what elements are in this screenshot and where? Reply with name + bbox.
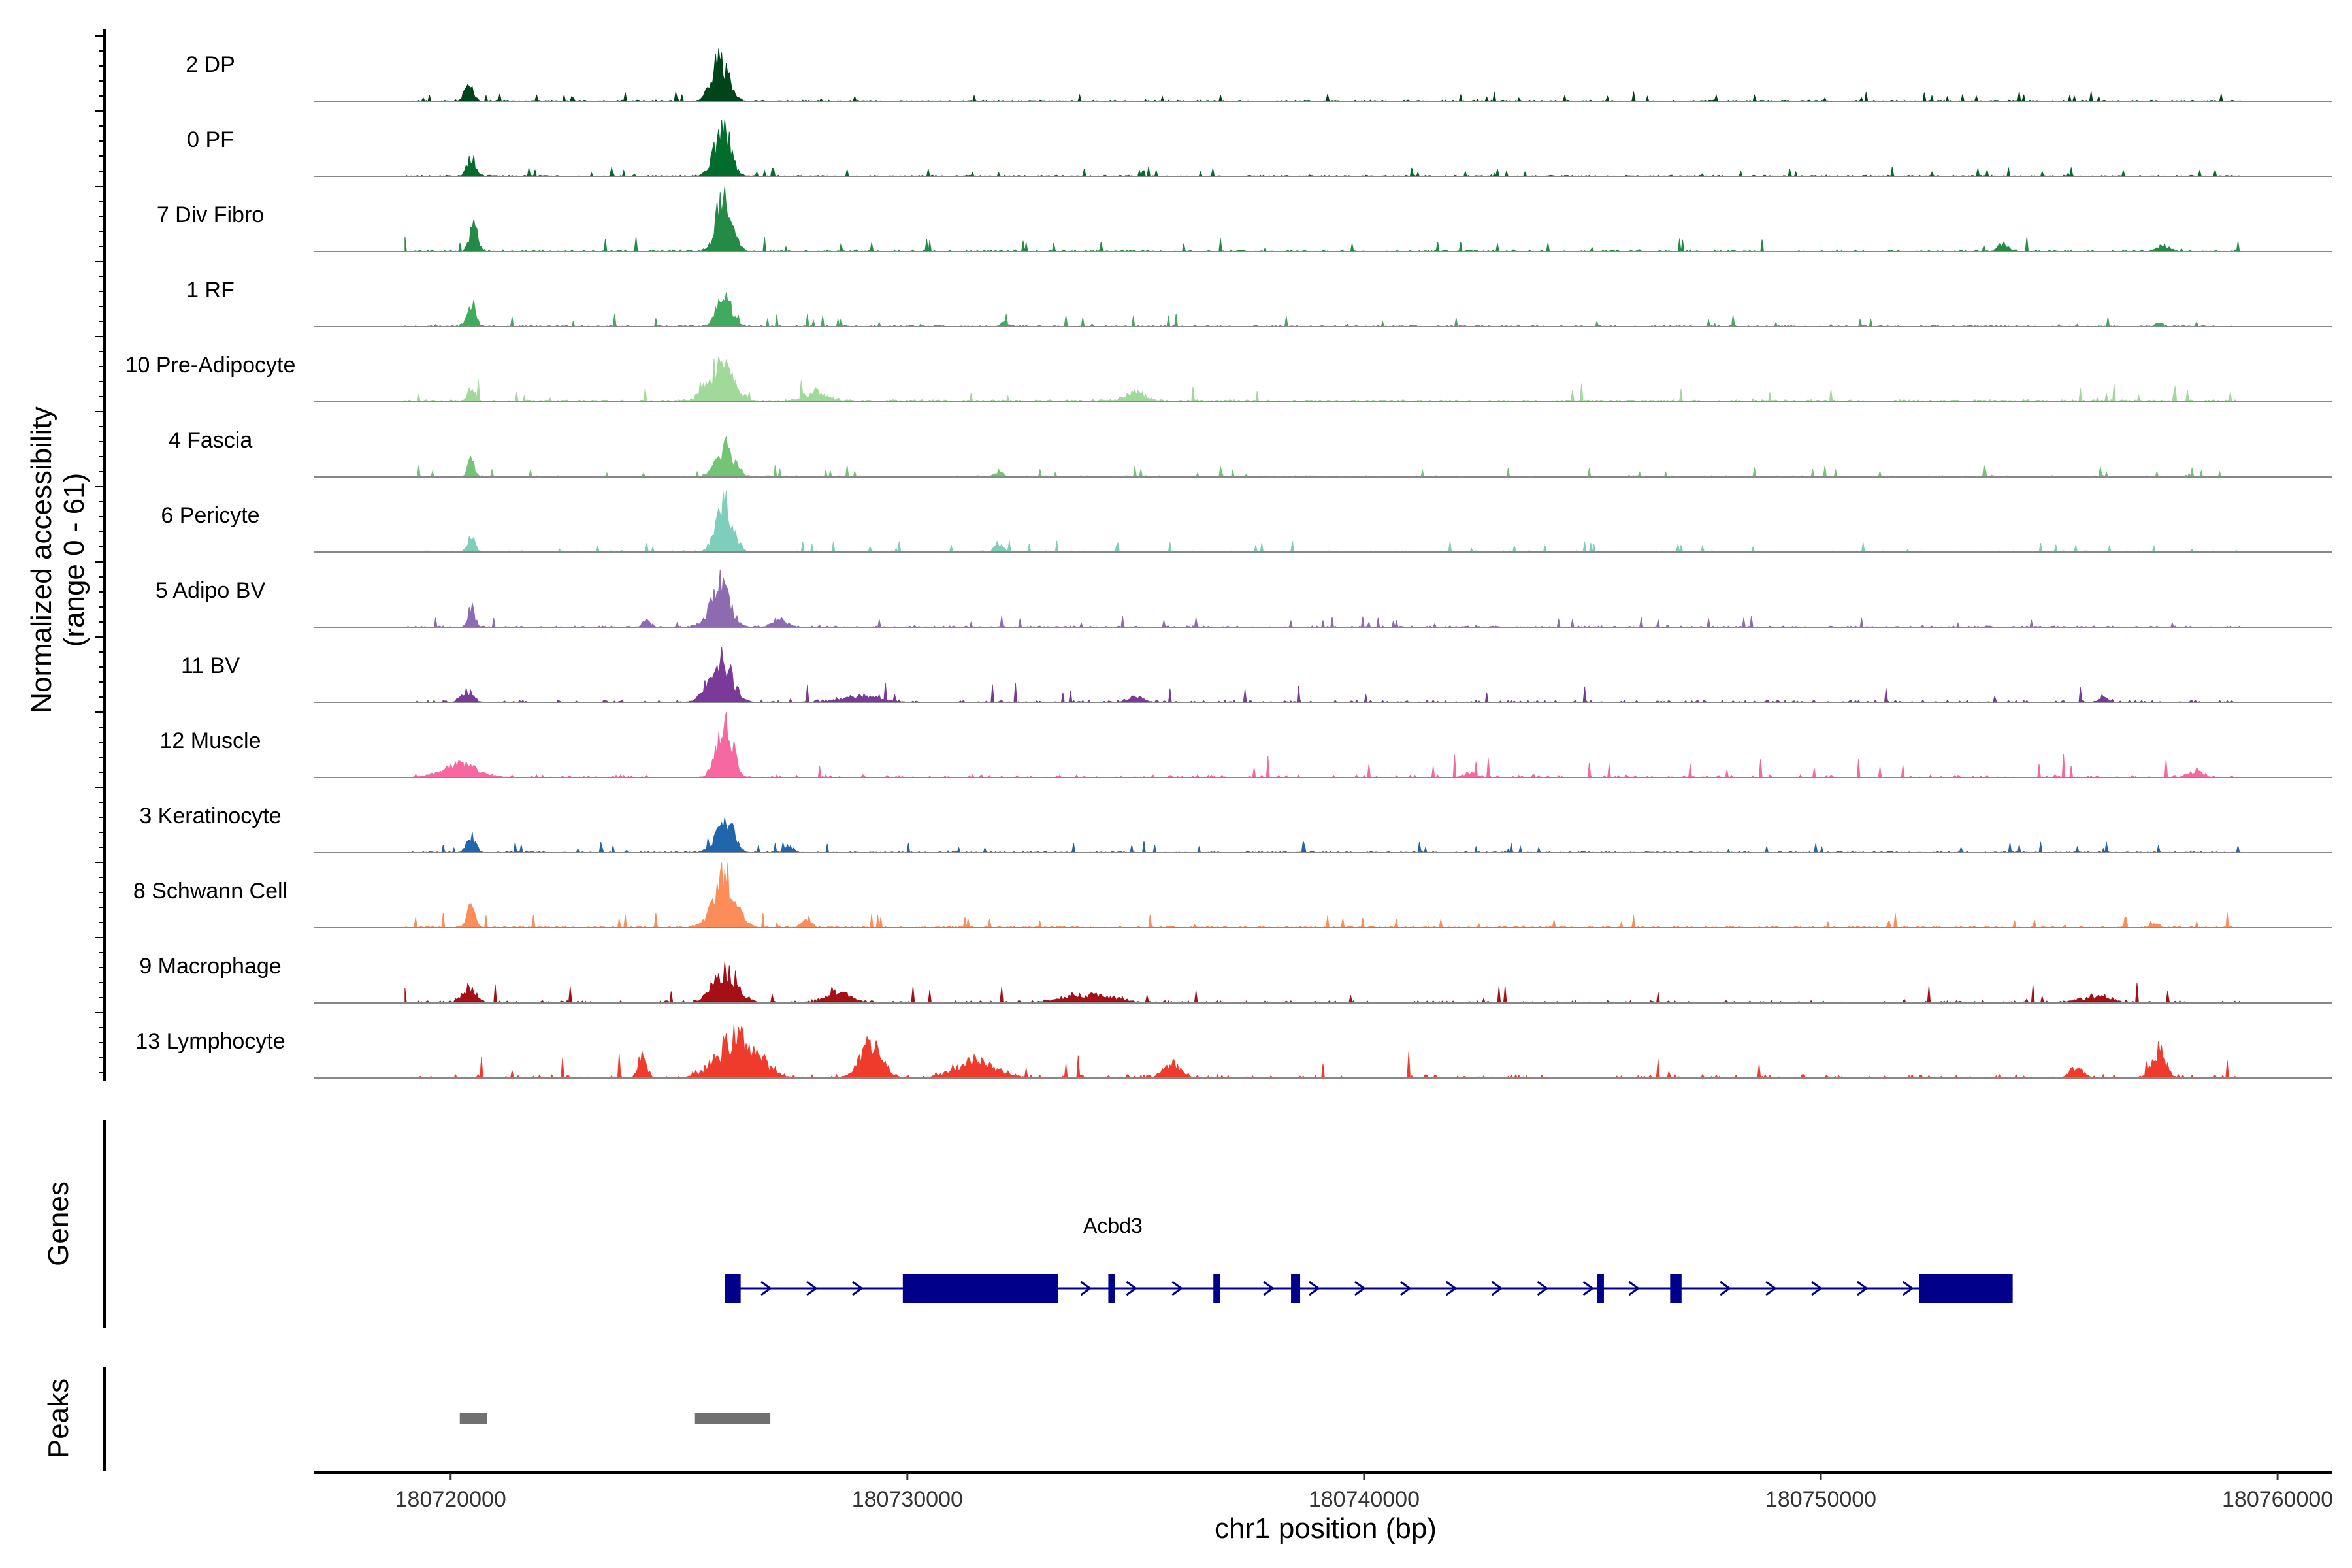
coverage-area (404, 356, 2242, 403)
strand-arrow (1080, 1281, 1092, 1296)
x-tick-label: 180730000 (852, 1487, 963, 1512)
coverage-area (403, 119, 2242, 178)
strand-arrow (1857, 1281, 1869, 1296)
coverage-area (404, 711, 2242, 778)
track-label: 9 Macrophage (139, 954, 281, 979)
coverage-area (404, 1024, 2242, 1079)
coverage-track: 7 Div Fibro (157, 186, 2332, 253)
gene-exon (1670, 1274, 1682, 1303)
coverage-area (404, 186, 2242, 253)
track-label: 11 BV (181, 653, 240, 678)
strand-arrow (1537, 1281, 1549, 1296)
strand-arrow (1902, 1281, 1914, 1296)
coverage-area (404, 817, 2242, 853)
y-axis-title: Normalized accessibility (25, 406, 57, 713)
track-label: 5 Adipo BV (155, 578, 266, 603)
strand-arrow (1765, 1281, 1777, 1296)
coverage-area (404, 48, 2242, 102)
track-label: 4 Fascia (169, 428, 253, 453)
strand-arrow (852, 1281, 864, 1296)
peak-region (694, 1413, 771, 1424)
y-axis-range: (range 0 - 61) (58, 473, 90, 647)
coverage-area (404, 569, 2242, 628)
track-label: 10 Pre-Adipocyte (125, 353, 296, 378)
coverage-track: 13 Lymphocyte (135, 1024, 2332, 1079)
coverage-track: 6 Pericyte (161, 490, 2332, 553)
coverage-track: 3 Keratinocyte (139, 804, 2332, 853)
coverage-area (404, 647, 2242, 704)
gene-exon (1213, 1274, 1220, 1303)
strand-arrow (1399, 1281, 1412, 1296)
track-label: 7 Div Fibro (157, 203, 264, 227)
strand-arrow (1354, 1281, 1366, 1296)
track-label: 12 Muscle (160, 728, 261, 753)
gene-exon (1291, 1274, 1301, 1303)
track-label: 13 Lymphocyte (135, 1029, 285, 1054)
coverage-track: 8 Schwann Cell (133, 862, 2332, 929)
strand-arrow (1309, 1281, 1320, 1296)
strand-arrow (1720, 1281, 1731, 1296)
strand-arrow (1811, 1281, 1823, 1296)
strand-arrow (760, 1281, 772, 1296)
coverage-track: 10 Pre-Adipocyte (125, 353, 2332, 403)
coverage-area (404, 292, 2242, 328)
coverage-area (404, 862, 2242, 929)
gene-panel: Acbd3 (103, 1120, 2013, 1328)
gene-exon (725, 1274, 741, 1303)
track-label: 8 Schwann Cell (133, 879, 287, 904)
x-axis: 180720000 180730000 180740000 180750000 1807… (314, 1471, 2333, 1512)
x-axis-title: chr1 position (bp) (1215, 1512, 1437, 1544)
x-tick-label: 180740000 (1309, 1487, 1420, 1512)
peaks-panel-label: Peaks (42, 1379, 74, 1458)
gene-exon (1597, 1274, 1604, 1303)
x-tick-label: 180760000 (2222, 1487, 2333, 1512)
strand-arrow (1263, 1281, 1275, 1296)
gene-exon (1108, 1274, 1115, 1303)
strand-arrow (1445, 1281, 1458, 1296)
track-label: 6 Pericyte (161, 503, 259, 528)
coverage-track: 12 Muscle (160, 711, 2332, 778)
coverage-track: 0 PF (187, 119, 2332, 178)
coverage-area (404, 435, 2242, 478)
strand-arrow (1628, 1281, 1640, 1296)
track-label: 3 Keratinocyte (139, 804, 281, 828)
gene-exon (902, 1274, 1058, 1303)
peak-panel (103, 1367, 771, 1471)
track-label: 2 DP (186, 52, 235, 77)
coverage-track: 5 Adipo BV (155, 569, 2332, 628)
coverage-area (404, 961, 2242, 1004)
strand-arrow (1582, 1281, 1595, 1296)
x-tick-label: 180750000 (1765, 1487, 1876, 1512)
coverage-track: 11 BV (181, 647, 2332, 704)
peak-region (459, 1413, 487, 1424)
coverage-area (404, 490, 2242, 553)
coverage-track: 9 Macrophage (139, 954, 2332, 1004)
coverage-panel: 2 DP 0 PF 7 Div Fibro 1 RF 10 Pre-Adipocyte 4… (95, 29, 2332, 1081)
x-tick-label: 180720000 (395, 1487, 506, 1512)
strand-arrow (806, 1281, 818, 1296)
gene-exon (1919, 1274, 2013, 1303)
track-label: 1 RF (186, 278, 235, 302)
track-label: 0 PF (187, 127, 234, 152)
strand-arrow (1126, 1281, 1137, 1296)
gene-name-label: Acbd3 (1083, 1214, 1143, 1237)
coverage-track: 1 RF (186, 278, 2332, 328)
strand-arrow (1491, 1281, 1503, 1296)
coverage-track: 4 Fascia (169, 428, 2332, 478)
strand-arrow (1171, 1281, 1183, 1296)
genes-panel-label: Genes (42, 1181, 74, 1266)
coverage-track: 2 DP (186, 48, 2332, 102)
